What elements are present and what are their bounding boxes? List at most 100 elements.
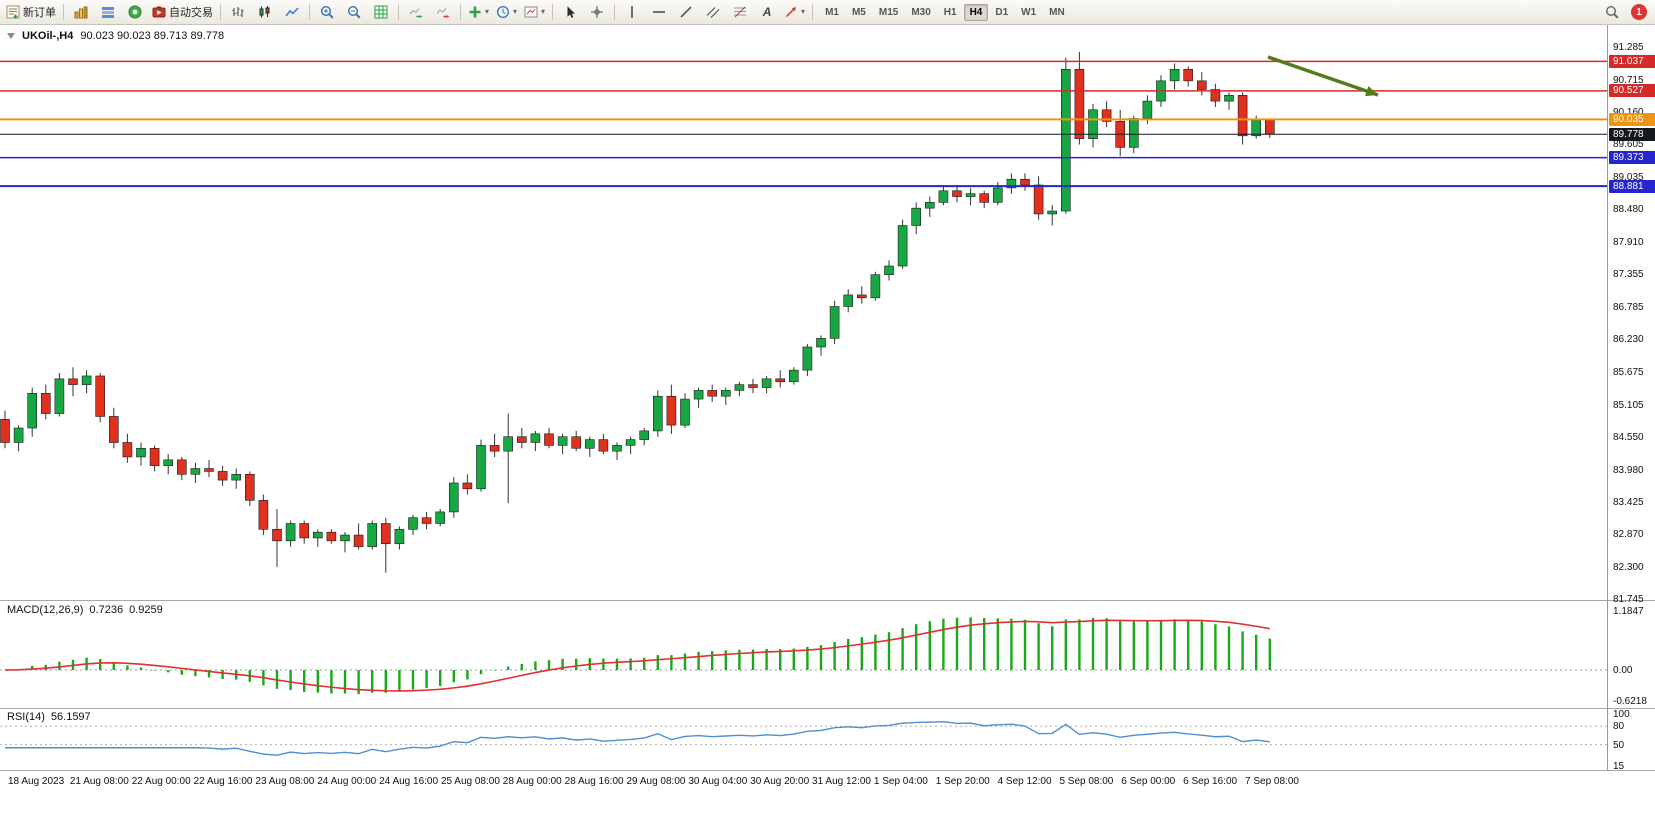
- channel-button[interactable]: [700, 1, 726, 23]
- candle-up: [897, 225, 908, 267]
- text-tool-icon: A: [762, 5, 772, 19]
- text-tool-button[interactable]: A: [754, 1, 780, 23]
- cursor-button[interactable]: [557, 1, 583, 23]
- time-tick: 1 Sep 04:00: [873, 776, 928, 787]
- panel-separator[interactable]: [0, 600, 1655, 601]
- candle-up: [829, 306, 840, 339]
- candle-up: [816, 338, 826, 348]
- indicators-button[interactable]: ▾: [465, 1, 492, 23]
- candle-up: [734, 384, 745, 391]
- candle-down: [979, 193, 990, 203]
- rsi-tick: 100: [1613, 709, 1630, 720]
- price-badge-88.881: 88.881: [1609, 179, 1655, 193]
- candle-down: [68, 378, 78, 385]
- timeframe-button-mn[interactable]: MN: [1049, 6, 1065, 18]
- vertical-line-button[interactable]: [619, 1, 645, 23]
- timeframe-button-d1[interactable]: D1: [995, 6, 1009, 18]
- arrows-tool-button[interactable]: ▾: [781, 1, 808, 23]
- periods-button[interactable]: ▾: [493, 1, 520, 23]
- timeframe-button-m1[interactable]: M1: [825, 6, 839, 18]
- candle-up: [530, 433, 541, 443]
- candle-up: [584, 439, 595, 449]
- candle-up: [938, 190, 949, 203]
- zoom-in-button[interactable]: [314, 1, 340, 23]
- price-tick: 88.480: [1613, 204, 1644, 216]
- timeframe-button-m30[interactable]: M30: [911, 6, 931, 18]
- grid-button[interactable]: [368, 1, 394, 23]
- price-badge-90.035: 90.035: [1609, 112, 1655, 126]
- candle-up: [992, 187, 1003, 203]
- candle-down: [775, 378, 786, 383]
- candle-up: [870, 274, 881, 299]
- macd-tick: 0.00: [1613, 665, 1633, 677]
- time-tick: 25 Aug 08:00: [440, 776, 500, 787]
- candle-up: [1129, 118, 1139, 148]
- rsi-svg[interactable]: [0, 709, 1607, 770]
- crosshair-icon: [591, 6, 604, 18]
- timeframe-button-m5[interactable]: M5: [851, 6, 866, 18]
- macd-tick: -0.6218: [1613, 696, 1647, 707]
- price-axis-separator[interactable]: [1607, 25, 1608, 771]
- zoom-out-button[interactable]: [341, 1, 367, 23]
- timeframe-button-w1[interactable]: W1: [1021, 6, 1037, 18]
- timeframe-button-h4[interactable]: H4: [963, 3, 989, 21]
- time-tick: 1 Sep 20:00: [935, 776, 990, 787]
- trendline-button[interactable]: [673, 1, 699, 23]
- candle-down: [1197, 80, 1207, 90]
- toolbar: 新订单 自动交易 ▾ ▾: [0, 0, 1655, 25]
- price-tick: 91.285: [1613, 42, 1644, 53]
- price-tick: 86.785: [1613, 302, 1644, 314]
- trendline-icon: [680, 6, 692, 18]
- macd-name: MACD(12,26,9): [7, 604, 84, 616]
- price-tick: 87.910: [1613, 237, 1644, 249]
- notification-badge[interactable]: 1: [1631, 4, 1647, 20]
- candle-up: [761, 378, 772, 388]
- candle-down: [598, 439, 609, 452]
- price-chart-svg[interactable]: [0, 25, 1607, 600]
- trend-arrow[interactable]: [1267, 55, 1379, 97]
- collapse-chart-icon[interactable]: [7, 33, 15, 39]
- search-button[interactable]: [1599, 1, 1625, 23]
- candle-up: [788, 369, 799, 383]
- candle-down: [122, 442, 133, 458]
- fibonacci-button[interactable]: [727, 1, 753, 23]
- vertical-line-icon: [631, 6, 633, 18]
- candlestick-chart-button[interactable]: [252, 1, 278, 23]
- price-badge-90.527: 90.527: [1609, 84, 1655, 98]
- time-tick: 5 Sep 08:00: [1059, 776, 1114, 787]
- toolbar-separator: [63, 4, 64, 20]
- candle-down: [217, 471, 228, 481]
- price-tick: 85.105: [1613, 399, 1644, 411]
- bar-chart-button[interactable]: [225, 1, 251, 23]
- horizontal-line-button[interactable]: [646, 1, 672, 23]
- charts-button[interactable]: [68, 1, 94, 23]
- time-tick: 23 Aug 08:00: [255, 776, 315, 787]
- macd-svg[interactable]: [0, 601, 1607, 708]
- crosshair-button[interactable]: [584, 1, 610, 23]
- candle-up: [285, 523, 296, 542]
- price-badge-91.037: 91.037: [1609, 54, 1655, 68]
- candle-down: [666, 395, 677, 426]
- line-chart-button[interactable]: [279, 1, 305, 23]
- panel-separator[interactable]: [0, 770, 1655, 771]
- rsi-tick: 80: [1613, 721, 1625, 733]
- templates-button[interactable]: ▾: [521, 1, 548, 23]
- candle-down: [380, 523, 391, 545]
- candle-up: [367, 523, 378, 547]
- candle-down: [353, 534, 364, 547]
- candle-down: [245, 474, 255, 501]
- timeframe-button-h1[interactable]: H1: [943, 6, 957, 18]
- chart-shift-button[interactable]: [430, 1, 456, 23]
- new-order-button[interactable]: 新订单: [3, 1, 59, 23]
- price-tick: 82.870: [1613, 528, 1644, 540]
- candle-down: [516, 436, 527, 443]
- price-tick: 87.355: [1613, 269, 1644, 281]
- panel-separator[interactable]: [0, 708, 1655, 709]
- navigator-button[interactable]: [122, 1, 148, 23]
- toolbar-separator: [220, 4, 221, 20]
- auto-trading-button[interactable]: 自动交易: [149, 1, 216, 23]
- market-watch-button[interactable]: [95, 1, 121, 23]
- candle-up: [911, 207, 922, 226]
- auto-scroll-button[interactable]: [403, 1, 429, 23]
- timeframe-button-m15[interactable]: M15: [878, 6, 899, 18]
